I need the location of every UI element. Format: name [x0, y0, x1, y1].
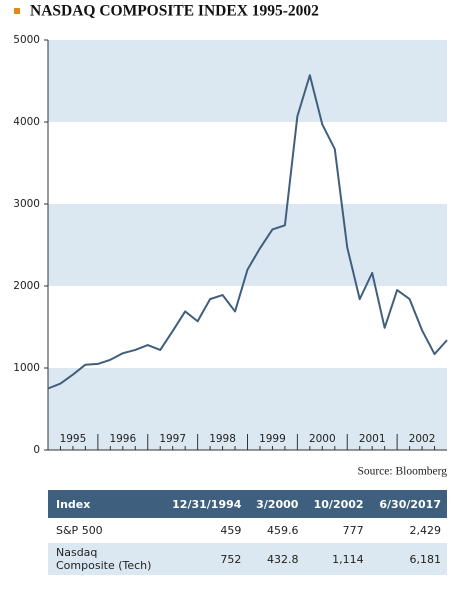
table-cell: 1,114: [304, 543, 370, 575]
x-tick-label: 1997: [159, 433, 186, 445]
table-cell: Nasdaq Composite (Tech): [48, 543, 162, 575]
title-bullet: [14, 8, 20, 14]
table-cell: 459: [220, 524, 242, 537]
chart: NASDAQ COMPOSITE INDEX 1995-2002 Source:…: [13, 3, 448, 478]
table-cell: 459.6: [266, 524, 299, 537]
x-tick-label: 1996: [109, 433, 136, 445]
data-table: Index 12/31/1994 3/2000 10/2002 6/30/2017 S&P…: [48, 490, 447, 575]
header-cell: Index: [48, 490, 162, 518]
table-cell: 2,429: [409, 524, 442, 537]
table-cell: S&P 500: [56, 524, 103, 537]
y-tick-label: 2000: [13, 280, 40, 292]
table-cell: 752: [162, 543, 248, 575]
table-cell: 777: [342, 524, 364, 537]
table-body: S&P 500 459 459.6 777 2,429 Nasdaq Composite …: [48, 518, 447, 575]
header-cell: 3/2000: [247, 490, 305, 518]
table-cell: 432.8: [247, 543, 305, 575]
header-cell: 10/2002: [304, 490, 370, 518]
table-cell: 6,181: [369, 543, 447, 575]
chart-title: NASDAQ COMPOSITE INDEX 1995-2002: [30, 3, 319, 20]
grid-band: [48, 204, 447, 286]
y-tick-label: 5000: [13, 34, 40, 46]
line-series: [47, 74, 448, 390]
header-cell: 12/31/1994: [162, 490, 248, 518]
source: Source: Bloomberg: [357, 466, 447, 478]
x-tick-label: 1995: [60, 433, 87, 445]
table-row: S&P 500 459 459.6 777 2,429: [48, 518, 447, 543]
table-row: Nasdaq Composite (Tech) 752 432.8 1,114 6,18…: [48, 543, 447, 575]
grid-band: [48, 40, 447, 122]
header-cell: 6/30/2017: [369, 490, 447, 518]
y-tick-label: 3000: [13, 198, 40, 210]
x-tick-label: 2001: [359, 433, 386, 445]
y-tick-label: 1000: [13, 362, 40, 374]
x-tick-label: 2000: [309, 433, 336, 445]
y-tick-label: 0: [33, 444, 40, 456]
y-tick-label: 4000: [13, 116, 40, 128]
table-header: Index 12/31/1994 3/2000 10/2002 6/30/2017: [48, 490, 447, 518]
x-tick-label: 1999: [259, 433, 286, 445]
x-tick-label: 2002: [409, 433, 436, 445]
x-tick-label: 1998: [209, 433, 236, 445]
